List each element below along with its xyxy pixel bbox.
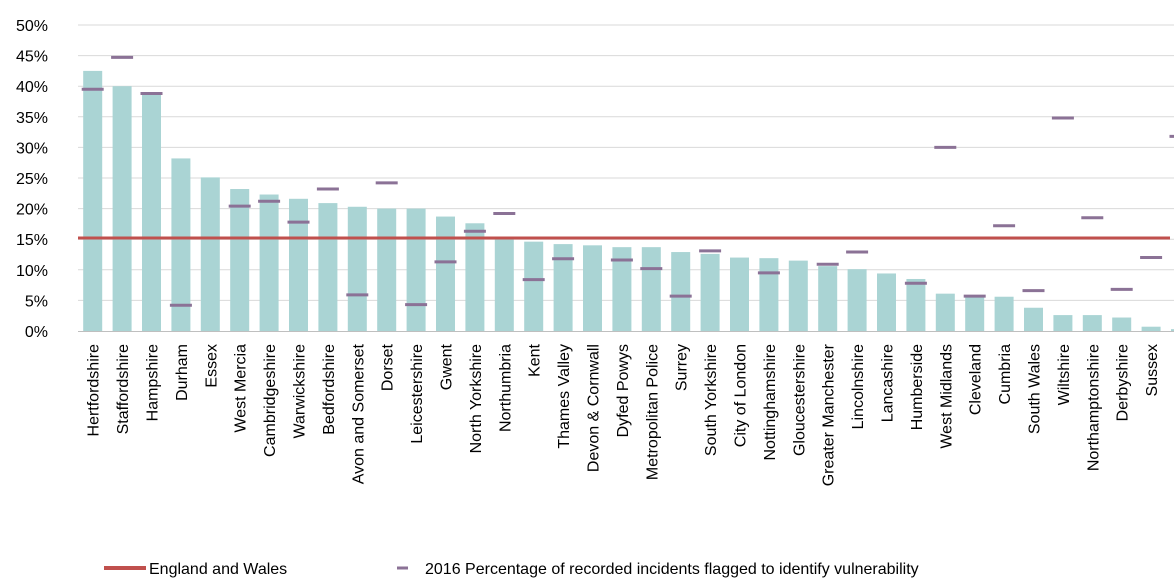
x-tick-label-nottinghamshire: Nottinghamshire — [762, 344, 779, 461]
bar-essex — [200, 177, 220, 331]
bar-west-midlands — [935, 293, 955, 331]
x-tick-label-bedfordshire: Bedfordshire — [321, 344, 338, 435]
x-tick-label-staffordshire: Staffordshire — [115, 344, 132, 435]
bar-greater-manchester — [818, 266, 838, 331]
x-tick-label-cumbria: Cumbria — [997, 344, 1014, 405]
bar-leicestershire — [406, 208, 426, 331]
y-tick-label: 45% — [16, 49, 48, 66]
x-tick-label-dyfed-powys: Dyfed Powys — [615, 344, 632, 437]
bar-nottinghamshire — [759, 258, 779, 331]
bar-derbyshire — [1112, 317, 1132, 331]
bar-south-wales — [1024, 307, 1043, 331]
bar-hertfordshire — [83, 70, 103, 332]
bar-avon-and-somerset — [347, 206, 367, 331]
bar-lancashire — [877, 273, 896, 331]
y-tick-label: 35% — [16, 110, 48, 127]
x-tick-label-essex: Essex — [203, 344, 220, 388]
bar-sussex — [1141, 326, 1161, 331]
bar-hampshire — [142, 92, 161, 331]
x-tick-label-cambridgeshire: Cambridgeshire — [262, 344, 279, 457]
y-tick-label: 15% — [16, 232, 48, 249]
bar-gloucestershire — [788, 260, 808, 331]
x-tick-label-derbyshire: Derbyshire — [1115, 344, 1132, 421]
legend-label-2016-vulnerability: 2016 Percentage of recorded incidents fl… — [425, 561, 919, 578]
x-tick-label-north-yorkshire: North Yorkshire — [468, 344, 485, 453]
bar-north-yorkshire — [465, 223, 485, 331]
x-tick-label-greater-manchester: Greater Manchester — [821, 343, 838, 486]
x-tick-label-northumbria: Northumbria — [497, 344, 514, 432]
x-tick-label-sussex: Sussex — [1144, 344, 1161, 396]
x-tick-label-warwickshire: Warwickshire — [292, 344, 309, 439]
vulnerability-2016-markers — [81, 55, 1174, 307]
y-tick-label: 50% — [16, 18, 48, 35]
y-tick-label: 30% — [16, 140, 48, 157]
y-tick-label: 20% — [16, 202, 48, 219]
x-tick-label-kent: Kent — [527, 343, 544, 376]
bar-metropolitan-police — [641, 247, 661, 331]
bar-staffordshire — [112, 86, 132, 331]
bar-south-yorkshire — [700, 253, 720, 331]
y-tick-label: 40% — [16, 79, 48, 96]
bar-cambridgeshire — [259, 194, 279, 331]
bar-gwent — [436, 216, 455, 331]
bar-humberside — [906, 278, 926, 331]
x-tick-label-lincolnshire: Lincolnshire — [850, 344, 867, 429]
bar-series — [83, 70, 1174, 332]
x-tick-label-durham: Durham — [174, 344, 191, 401]
x-tick-label-surrey: Surrey — [674, 344, 691, 391]
y-tick-label: 0% — [25, 324, 48, 341]
x-tick-label-northamptonshire: Northamptonshire — [1085, 344, 1102, 471]
bar-city-of-london — [730, 257, 749, 331]
x-tick-label-cleveland: Cleveland — [968, 344, 985, 415]
x-tick-label-lancashire: Lancashire — [880, 344, 897, 422]
x-tick-label-devon-cornwall: Devon & Cornwall — [586, 344, 603, 472]
bar-kent — [524, 241, 544, 331]
x-tick-label-dorset: Dorset — [380, 343, 397, 391]
x-tick-label-metropolitan-police: Metropolitan Police — [644, 344, 661, 480]
bar-dorset — [377, 208, 397, 331]
bar-surrey — [671, 252, 691, 331]
bar-lincolnshire — [847, 269, 867, 331]
x-tick-label-hampshire: Hampshire — [145, 344, 162, 421]
y-tick-label: 25% — [16, 171, 48, 188]
bar-durham — [171, 158, 191, 331]
bar-bedfordshire — [318, 203, 338, 331]
y-axis-ticks: 0% 5% 10% 15% 20% 25% 30% 35% 40% 45% 50% — [16, 18, 48, 341]
legend: England and Wales 2016 Percentage of rec… — [104, 561, 919, 578]
bar-north-wales — [1171, 329, 1174, 331]
x-tick-label-thames-valley: Thames Valley — [556, 344, 573, 449]
x-tick-label-city-of-london: City of London — [733, 344, 750, 447]
x-tick-label-west-mercia: West Mercia — [233, 344, 250, 433]
x-tick-label-humberside: Humberside — [909, 344, 926, 430]
bar-wiltshire — [1053, 315, 1073, 331]
x-axis-category-labels: Hertfordshire Staffordshire Hampshire Durha… — [86, 343, 1174, 486]
bar-cumbria — [994, 296, 1014, 331]
x-tick-label-leicestershire: Leicestershire — [409, 344, 426, 444]
bar-northumbria — [494, 237, 514, 331]
x-tick-label-hertfordshire: Hertfordshire — [86, 344, 103, 437]
y-tick-label: 10% — [16, 263, 48, 280]
bar-warwickshire — [289, 198, 308, 331]
legend-label-england-and-wales: England and Wales — [149, 561, 287, 578]
x-tick-label-south-yorkshire: South Yorkshire — [703, 344, 720, 456]
bar-dyfed-powys — [612, 247, 632, 331]
x-tick-label-gloucestershire: Gloucestershire — [791, 344, 808, 456]
bar-west-mercia — [230, 189, 250, 331]
bar-thames-valley — [553, 244, 573, 331]
bar-northamptonshire — [1082, 315, 1102, 331]
x-tick-label-gwent: Gwent — [439, 343, 456, 390]
bar-cleveland — [965, 296, 985, 331]
x-tick-label-south-wales: South Wales — [1027, 344, 1044, 434]
x-tick-label-avon-and-somerset: Avon and Somerset — [350, 343, 367, 484]
bar-devon-cornwall — [583, 245, 602, 331]
y-tick-label: 5% — [25, 293, 48, 310]
x-tick-label-wiltshire: Wiltshire — [1056, 344, 1073, 405]
x-tick-label-west-midlands: West Midlands — [938, 344, 955, 449]
